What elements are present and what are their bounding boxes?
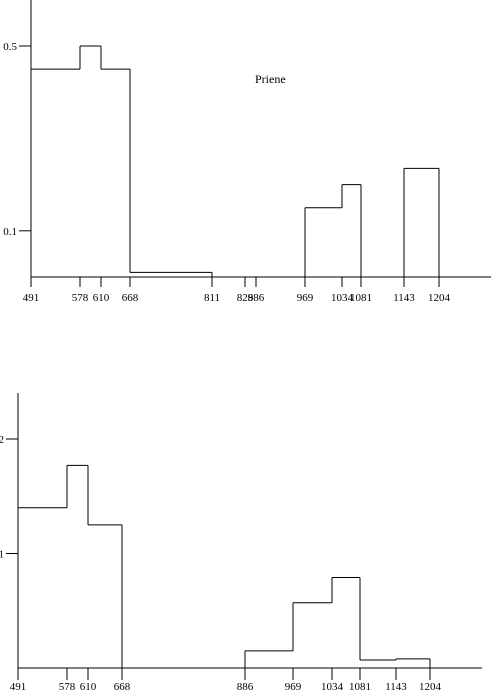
x-tick-label: 969 <box>285 681 302 693</box>
x-tick-label: 578 <box>72 292 89 304</box>
x-tick-label: 1034 <box>331 292 354 304</box>
x-tick-label: 578 <box>59 681 76 693</box>
x-tick-label: 829 <box>237 292 254 304</box>
x-tick-label: 1143 <box>393 292 415 304</box>
x-tick-label: 1204 <box>419 681 442 693</box>
x-tick-label: 886 <box>237 681 254 693</box>
x-tick-label: 811 <box>204 292 220 304</box>
x-tick-label: 491 <box>10 681 27 693</box>
y-tick-label: 1 <box>0 549 4 561</box>
x-tick-label: 1143 <box>385 681 407 693</box>
x-tick-label: 886 <box>248 292 265 304</box>
x-tick-label: 1081 <box>350 292 372 304</box>
x-tick-label: 491 <box>23 292 40 304</box>
x-tick-label: 1204 <box>428 292 451 304</box>
chart-annotation: Priene <box>255 72 286 86</box>
y-tick-label: 2 <box>0 434 4 446</box>
x-tick-label: 969 <box>297 292 314 304</box>
x-tick-label: 610 <box>80 681 97 693</box>
bottom-histogram: 491 578 610 668 886 969 1034 1081 1143 1204 1 2 <box>0 393 482 693</box>
x-tick-label: 668 <box>114 681 131 693</box>
x-tick-label: 1034 <box>321 681 344 693</box>
x-tick-label: 668 <box>122 292 139 304</box>
x-tick-label: 610 <box>93 292 110 304</box>
y-tick-label: 0.5 <box>3 41 17 53</box>
x-tick-label: 1081 <box>349 681 371 693</box>
y-tick-label: 0.1 <box>3 226 17 238</box>
